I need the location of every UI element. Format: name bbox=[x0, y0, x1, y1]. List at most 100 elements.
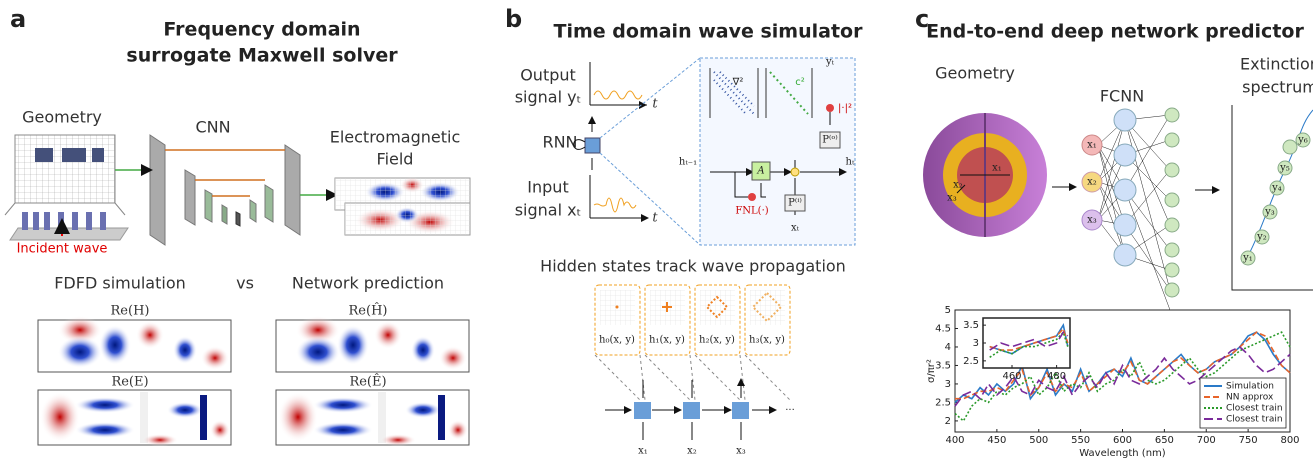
ellipsis: ··· bbox=[785, 405, 795, 416]
time-label: t bbox=[652, 97, 658, 112]
x-tick-label: 480 bbox=[1047, 371, 1066, 382]
field-label: Electromagnetic bbox=[330, 128, 461, 147]
rnn-label: RNN bbox=[542, 133, 577, 152]
rnn-unit bbox=[634, 402, 651, 419]
c-squared: c² bbox=[795, 77, 805, 88]
y-tick-label: 5 bbox=[945, 305, 951, 316]
signal-axes bbox=[574, 62, 647, 218]
y-tick-label: 4.5 bbox=[935, 323, 951, 334]
panel-title: Frequency domain bbox=[163, 19, 360, 41]
y-tick-label: 3 bbox=[945, 379, 951, 390]
h-prev-label: hₜ₋₁ bbox=[679, 157, 697, 168]
spectrum-chart: 40045050055060065070075080022.533.544.55… bbox=[926, 305, 1300, 459]
radius-label: x₁ bbox=[992, 163, 1002, 174]
cnn-label: CNN bbox=[195, 118, 230, 137]
hidden-nodes bbox=[1114, 109, 1136, 266]
x-label: xₜ bbox=[791, 223, 800, 234]
geometry-label: Geometry bbox=[935, 64, 1015, 83]
gratings bbox=[22, 212, 106, 230]
panel-c: c End-to-end deep network predictor Geom… bbox=[915, 5, 1313, 459]
prediction-label: Network prediction bbox=[292, 274, 444, 293]
p-out-label: P⁽ᵒ⁾ bbox=[822, 135, 838, 146]
fcnn-label: FCNN bbox=[1100, 87, 1144, 106]
legend-label: Simulation bbox=[1226, 382, 1274, 392]
h-label: hₜ bbox=[846, 157, 855, 168]
laplacian: ∇² bbox=[732, 77, 744, 88]
input-label: x₃ bbox=[1087, 215, 1097, 226]
figure: a Frequency domain surrogate Maxwell sol… bbox=[0, 0, 1313, 459]
input-label: x₂ bbox=[687, 446, 697, 457]
fnl-label: FNL(·) bbox=[735, 206, 768, 217]
input-label: signal xₜ bbox=[515, 201, 582, 220]
x-tick-label: 600 bbox=[1113, 435, 1132, 446]
y-tick-label: 4 bbox=[945, 342, 951, 353]
output-nodes bbox=[1165, 108, 1179, 297]
x-tick-label: 550 bbox=[1071, 435, 1090, 446]
rnn-unit bbox=[683, 402, 700, 419]
rnn-chain bbox=[595, 355, 790, 440]
spectrum-label: Extinction bbox=[1240, 55, 1313, 74]
y-axis-label: σ/πr² bbox=[926, 359, 937, 383]
input-label: x₂ bbox=[1087, 177, 1097, 188]
x-tick-label: 650 bbox=[1155, 435, 1174, 446]
map-label: Re(E) bbox=[111, 375, 148, 390]
mini-label: y₄ bbox=[1271, 183, 1282, 194]
mini-label: y₂ bbox=[1256, 232, 1267, 243]
y-tick-label: 3.5 bbox=[935, 360, 951, 371]
input-label: Input bbox=[527, 178, 568, 197]
rnn-unit bbox=[732, 402, 749, 419]
rnn-cell bbox=[700, 58, 855, 245]
panel-title: surrogate Maxwell solver bbox=[126, 45, 398, 67]
input-label: x₃ bbox=[736, 446, 746, 457]
y-tick-label: 3 bbox=[973, 338, 979, 349]
fdfd-label: FDFD simulation bbox=[54, 274, 186, 293]
x-tick-label: 700 bbox=[1197, 435, 1216, 446]
legend-label: NN approx bbox=[1226, 393, 1274, 403]
hidden-title: Hidden states track wave propagation bbox=[540, 257, 846, 276]
panel-title: Time domain wave simulator bbox=[554, 21, 864, 43]
nonlinearity bbox=[748, 193, 756, 201]
x-tick-label: 450 bbox=[987, 435, 1006, 446]
geometry-block bbox=[92, 148, 104, 162]
intensity bbox=[826, 104, 834, 112]
panel-a: a Frequency domain surrogate Maxwell sol… bbox=[5, 5, 470, 446]
radius-label: x₃ bbox=[947, 193, 957, 204]
input-label: x₁ bbox=[1087, 140, 1097, 151]
x-tick-label: 750 bbox=[1239, 435, 1258, 446]
geometry-block bbox=[35, 148, 53, 162]
intensity-label: |·|² bbox=[838, 103, 852, 114]
a-label: A bbox=[756, 166, 764, 177]
panel-label: a bbox=[10, 5, 26, 33]
legend-label: Closest train bbox=[1226, 415, 1283, 425]
legend-label: Closest train bbox=[1226, 404, 1283, 414]
panel-label: b bbox=[505, 5, 522, 33]
fcnn-edges bbox=[1098, 115, 1170, 310]
x-tick-label: 800 bbox=[1280, 435, 1299, 446]
panel-title: End-to-end deep network predictor bbox=[926, 21, 1304, 43]
x-axis-label: Wavelength (nm) bbox=[1079, 448, 1165, 459]
p-in-label: P⁽ⁱ⁾ bbox=[788, 198, 802, 209]
mini-label: y₆ bbox=[1297, 135, 1308, 146]
x-tick-label: 400 bbox=[945, 435, 964, 446]
mini-label: y₅ bbox=[1279, 163, 1290, 174]
y-tick-label: 2.5 bbox=[935, 397, 951, 408]
adder bbox=[791, 168, 799, 176]
vs-label: vs bbox=[236, 274, 254, 293]
incident-label: Incident wave bbox=[17, 242, 108, 257]
x-tick-label: 500 bbox=[1029, 435, 1048, 446]
field-label: Field bbox=[377, 150, 414, 169]
zoom-lines bbox=[600, 58, 700, 245]
e-maps bbox=[38, 390, 469, 446]
geometry-block bbox=[62, 148, 86, 162]
y-tick-label: 3.5 bbox=[963, 320, 979, 331]
y-tick-label: 2.5 bbox=[963, 356, 979, 367]
y-label: yₜ bbox=[825, 57, 835, 68]
output-label: Output bbox=[520, 66, 576, 85]
state-label: h₁(x, y) bbox=[649, 335, 685, 346]
output-label: signal yₜ bbox=[515, 88, 582, 107]
mini-label: y₁ bbox=[1242, 253, 1253, 264]
cnn bbox=[115, 135, 335, 245]
geometry-grid bbox=[15, 135, 115, 203]
radius-label: x₂ bbox=[953, 180, 963, 191]
panel-b: b Time domain wave simulator Output sign… bbox=[505, 5, 863, 457]
